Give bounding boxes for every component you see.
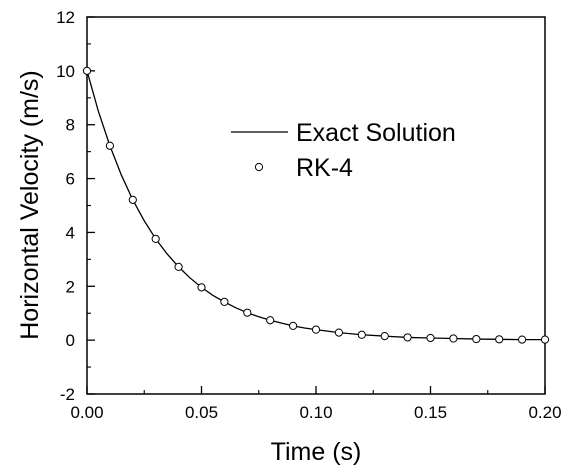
rk4-point xyxy=(472,334,481,344)
y-axis-title: Horizontal Velocity (m/s) xyxy=(16,70,44,340)
rk4-point xyxy=(518,335,527,344)
rk4-point xyxy=(495,335,504,344)
x-tick-label: 0.05 xyxy=(185,403,218,422)
x-tick-label: 0.15 xyxy=(414,403,447,422)
legend: Exact Solution RK-4 xyxy=(231,119,456,182)
legend-label-exact: Exact Solution xyxy=(296,119,456,147)
rk4-point xyxy=(357,330,366,339)
y-tick-label: 4 xyxy=(66,223,75,242)
series-layer xyxy=(82,66,550,344)
rk4-point xyxy=(311,325,321,334)
rk4-point xyxy=(243,308,252,317)
rk4-point xyxy=(174,262,183,271)
rk4-point xyxy=(197,283,206,292)
rk4-point xyxy=(334,328,343,337)
rk4-point xyxy=(82,66,92,75)
y-tick-label: 0 xyxy=(66,331,75,350)
rk4-point xyxy=(426,333,435,343)
rk4-point xyxy=(540,335,550,344)
rk4-point xyxy=(151,234,160,243)
y-tick-label: 12 xyxy=(56,8,75,27)
rk4-point xyxy=(380,332,389,341)
rk4-point xyxy=(220,297,229,307)
x-tick-label: 0.10 xyxy=(299,403,332,422)
y-tick-label: 2 xyxy=(66,277,75,296)
y-tick-label: 8 xyxy=(66,116,75,135)
x-tick-label: 0.20 xyxy=(528,403,561,422)
y-tick-label: 6 xyxy=(66,170,75,189)
rk4-point xyxy=(403,333,412,342)
axis-ticks xyxy=(86,16,546,395)
y-tick-label: 10 xyxy=(56,62,75,81)
rk4-point xyxy=(449,334,458,343)
legend-marker-swatch xyxy=(254,162,264,172)
x-axis-title: Time (s) xyxy=(271,438,362,466)
rk4-point xyxy=(289,321,298,330)
series-line-exact-solution xyxy=(86,70,545,341)
tick-labels: 0.00 0.05 0.10 0.15 0.20 -2 0 2 4 6 8 10 12 xyxy=(56,8,561,422)
rk4-point xyxy=(266,316,275,325)
rk4-point xyxy=(105,141,115,150)
y-tick-label: -2 xyxy=(60,385,75,404)
legend-label-rk4: RK-4 xyxy=(296,154,353,182)
x-tick-label: 0.00 xyxy=(70,403,103,422)
rk4-point xyxy=(128,195,137,204)
